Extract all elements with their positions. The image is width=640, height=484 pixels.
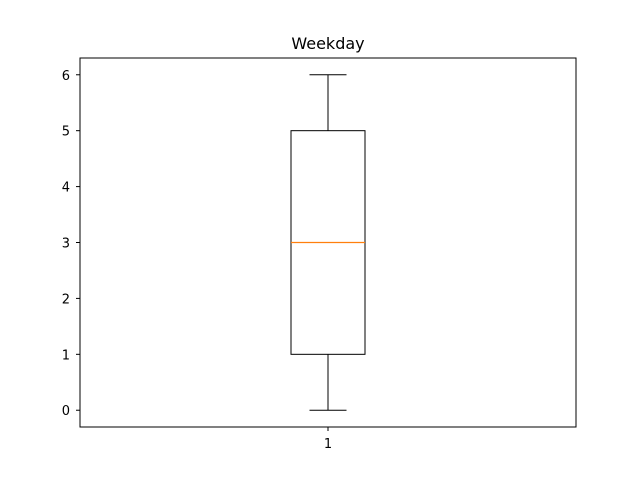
y-tick-label: 4: [62, 181, 70, 196]
y-tick-label: 0: [62, 404, 70, 419]
chart-title: Weekday: [291, 34, 364, 53]
y-tick-label: 3: [62, 237, 70, 252]
box-layer: [290, 74, 366, 411]
y-tick-label: 6: [62, 69, 70, 84]
y-tick-label: 2: [62, 292, 70, 307]
x-tick-label: 1: [324, 437, 332, 452]
y-axis-ticks: 0 1 2 3 4 5 6: [62, 69, 80, 419]
y-tick-label: 5: [62, 125, 70, 140]
y-tick-label: 1: [62, 348, 70, 363]
x-axis-ticks: 1: [324, 427, 332, 452]
